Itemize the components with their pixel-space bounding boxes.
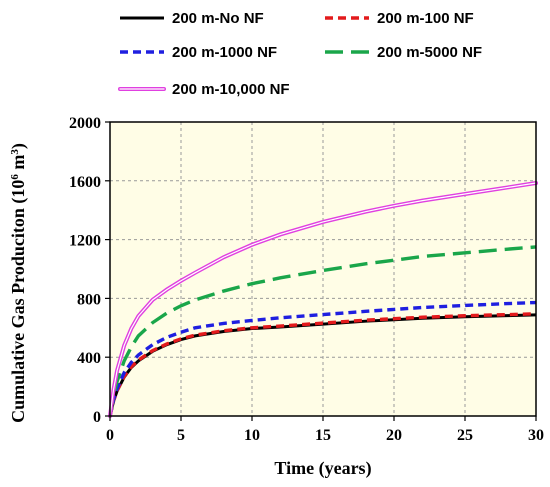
x-tick-label: 20 [386, 427, 402, 444]
y-tick-label: 800 [77, 291, 101, 308]
legend-item: 200 m-5000 NF [325, 44, 482, 61]
legend: 200 m-No NF 200 m-100 NF 200 m-1000 NF 200 … [118, 10, 482, 98]
legend-item: 200 m-10,000 NF [118, 81, 290, 98]
y-axis-label-exponent: 6 [9, 174, 21, 180]
legend-label: 200 m-100 NF [377, 10, 474, 27]
x-tick-label: 15 [315, 427, 331, 444]
y-axis-label-close: ) [8, 143, 29, 149]
y-tick-label: 2000 [69, 115, 101, 132]
y-axis-label-main: Cumulative Gas Produciton (10 [8, 180, 29, 423]
legend-label: 200 m-No NF [172, 10, 264, 27]
series-5 [108, 181, 538, 418]
series-3 [108, 300, 537, 417]
x-tick-label: 25 [457, 427, 473, 444]
legend-label: 200 m-10,000 NF [172, 81, 290, 98]
y-axis-label-unit-exponent: 3 [9, 149, 21, 155]
legend-item: 200 m-100 NF [325, 10, 474, 27]
x-axis-ticks: 0 5 10 15 20 25 30 [106, 416, 544, 444]
series-line [108, 245, 537, 417]
y-axis-label: Cumulative Gas Produciton (106 m3) [8, 143, 29, 423]
x-tick-label: 30 [528, 427, 544, 444]
gridlines [110, 122, 536, 416]
y-axis-label-unit: m [8, 155, 28, 175]
x-tick-label: 10 [244, 427, 260, 444]
legend-label: 200 m-1000 NF [172, 44, 277, 61]
x-tick-label: 5 [177, 427, 185, 444]
x-tick-label: 0 [106, 427, 114, 444]
y-tick-label: 0 [93, 409, 101, 426]
series-layer [108, 181, 538, 418]
legend-item: 200 m-1000 NF [120, 44, 277, 61]
x-axis-label: Time (years) [274, 458, 371, 479]
y-axis-ticks: 0 400 800 1200 1600 2000 [69, 115, 110, 426]
series-4 [108, 245, 537, 417]
y-tick-label: 1200 [69, 233, 101, 250]
y-tick-label: 1600 [69, 174, 101, 191]
series-line [108, 300, 537, 417]
series-line [108, 312, 537, 417]
legend-label: 200 m-5000 NF [377, 44, 482, 61]
legend-item: 200 m-No NF [120, 10, 264, 27]
series-2 [108, 312, 537, 417]
y-tick-label: 400 [77, 350, 101, 367]
series-line-inner [109, 182, 537, 417]
